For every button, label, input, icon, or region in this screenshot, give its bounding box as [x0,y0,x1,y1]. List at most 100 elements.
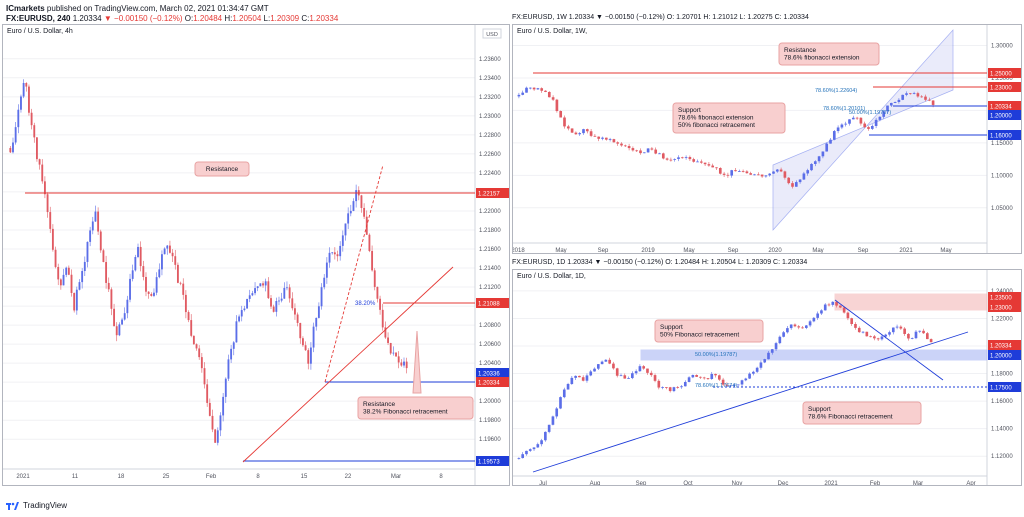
candle-body [596,364,600,369]
price-label: 1.23500 [990,296,1012,302]
candle-body [145,276,147,292]
candle-body [331,252,334,254]
candle-body [230,348,233,360]
candle-body [232,342,235,349]
candle-body [798,179,802,183]
candle-body [702,377,706,379]
price-label: 1.20000 [990,354,1012,360]
candle-body [779,169,783,172]
candle-body [775,169,779,172]
candle-body [387,337,389,343]
x-tick-label: 22 [345,474,352,480]
chart-daily-svg[interactable]: 1.24000 1.22000 1.20000 1.18000 1.16000 1.140… [513,270,1021,485]
y-tick-label: 1.20000 [479,399,501,405]
candle-body [718,167,722,174]
x-tick-label: 2019 [641,248,655,253]
price-label-box [988,292,1021,302]
candle-body [627,378,630,379]
chart-panel-4h[interactable]: Euro / U.S. Dollar, 4h 1.23600 1.23400 1.2… [2,24,510,486]
candle-body [646,368,649,373]
candle-body [869,336,872,338]
published-text: published on TradingView.com, March 02, … [46,4,269,13]
candle-body [161,254,163,270]
candle-body [325,262,328,278]
candle-body [715,167,718,169]
price-label: 1.20334 [990,105,1012,111]
candle-body [184,294,187,313]
candle-body [278,300,280,302]
candle-body [808,321,812,326]
candle-body [730,170,734,176]
candle-body [30,112,33,126]
candle-body [336,254,339,257]
candle-body [320,287,323,307]
candle-body [768,173,772,176]
candle-body [616,142,620,144]
candle-body [83,261,86,272]
candle-body [846,312,850,319]
chart-panel-daily[interactable]: Euro / U.S. Dollar, 1D, 1.24000 1.22000 1.… [512,269,1022,486]
candle-body [73,292,76,311]
callout-box [778,42,880,66]
footer-brand: TradingView [23,501,68,510]
candle-body [687,377,691,382]
candle-body [585,375,589,381]
candle-body [137,246,139,257]
candle-body [296,314,299,323]
candle-body [802,173,806,180]
price-label-box [988,302,1021,312]
callout-text: Support [660,324,683,331]
candle-body [688,157,692,160]
candle-body [206,384,209,403]
price-label: 1.22157 [478,192,500,198]
candle-body [842,307,846,313]
candle-body [749,173,753,175]
y-tick-label: 1.23000 [479,114,501,120]
candle-body [559,111,563,118]
candle-body [395,352,397,357]
candle-body [131,270,134,279]
candle-body [67,267,70,275]
candle-body [886,105,889,112]
candle-body [672,387,676,392]
price-label: 1.17500 [990,386,1012,392]
fib-label: 78.60%(1.17674) [695,383,737,389]
candle-body [608,139,612,140]
open-value: 1.20484 [193,14,223,23]
callout-text: 38.2% Fibonacci retracement [363,409,448,416]
price-label: 1.23000 [990,86,1012,92]
candle-body [153,292,155,296]
candle-body [381,309,384,328]
fib-label: 78.60%(1.22604) [815,88,857,94]
candle-body [718,375,721,380]
candle-body [54,249,57,267]
candle-body [517,458,521,459]
candle-body [521,454,524,459]
candle-body [855,117,859,119]
low-value: 1.20309 [270,14,300,23]
candle-body [882,111,886,117]
price-label: 1.21088 [478,302,500,308]
candle-body [699,161,703,163]
x-tick-label: 2021 [899,248,913,253]
candle-body [680,157,684,159]
candle-body [812,317,816,322]
chart-4h-svg[interactable]: 1.23600 1.23400 1.23200 1.23000 1.22800 1.226… [3,25,509,485]
candle-body [536,88,540,90]
candle-body [243,308,246,311]
chart-weekly-svg[interactable]: 1.30000 1.25000 1.20000 1.15000 1.10000 1.050… [513,25,1021,253]
candle-body [783,171,787,178]
candle-body [147,291,150,294]
candle-body [920,96,924,98]
candle-body [650,148,654,150]
candle-body [578,375,581,378]
candle-body [99,231,102,251]
candle-body [649,372,653,376]
candle-body [619,375,623,377]
footer: TradingView [6,501,67,510]
trend-line [532,331,969,473]
zone-box [640,349,988,361]
candle-body [863,123,867,128]
x-tick-label: Mar [391,474,401,480]
chart-panel-weekly[interactable]: Euro / U.S. Dollar, 1W, 1.30000 1.25000 1.… [512,24,1022,254]
